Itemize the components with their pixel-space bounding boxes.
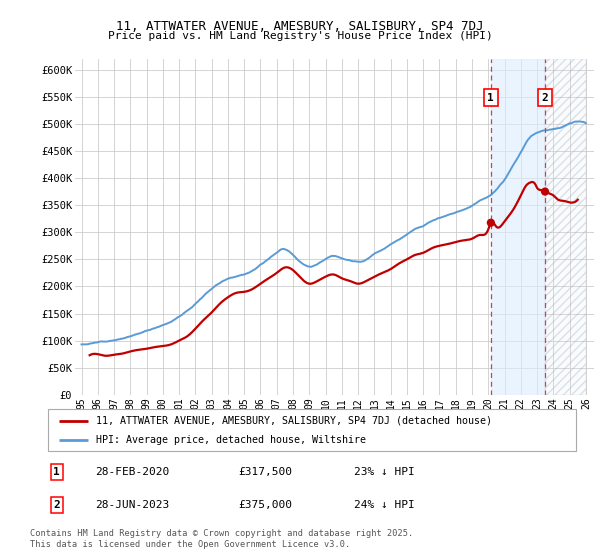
Text: 23% ↓ HPI: 23% ↓ HPI [354,467,415,477]
Text: Contains HM Land Registry data © Crown copyright and database right 2025.
This d: Contains HM Land Registry data © Crown c… [30,529,413,549]
Text: 2: 2 [542,93,548,103]
Text: 28-JUN-2023: 28-JUN-2023 [95,500,170,510]
Text: 11, ATTWATER AVENUE, AMESBURY, SALISBURY, SP4 7DJ (detached house): 11, ATTWATER AVENUE, AMESBURY, SALISBURY… [95,416,491,426]
Text: 1: 1 [487,93,494,103]
Text: HPI: Average price, detached house, Wiltshire: HPI: Average price, detached house, Wilt… [95,435,365,445]
Text: £317,500: £317,500 [238,467,292,477]
Text: 1: 1 [53,467,60,477]
Text: 28-FEB-2020: 28-FEB-2020 [95,467,170,477]
Text: 24% ↓ HPI: 24% ↓ HPI [354,500,415,510]
Point [540,187,550,196]
Text: 2: 2 [53,500,60,510]
FancyBboxPatch shape [48,409,576,451]
Bar [491,59,545,395]
Text: 11, ATTWATER AVENUE, AMESBURY, SALISBURY, SP4 7DJ: 11, ATTWATER AVENUE, AMESBURY, SALISBURY… [116,20,484,32]
Text: £375,000: £375,000 [238,500,292,510]
Text: Price paid vs. HM Land Registry's House Price Index (HPI): Price paid vs. HM Land Registry's House … [107,31,493,41]
Point [486,218,496,227]
